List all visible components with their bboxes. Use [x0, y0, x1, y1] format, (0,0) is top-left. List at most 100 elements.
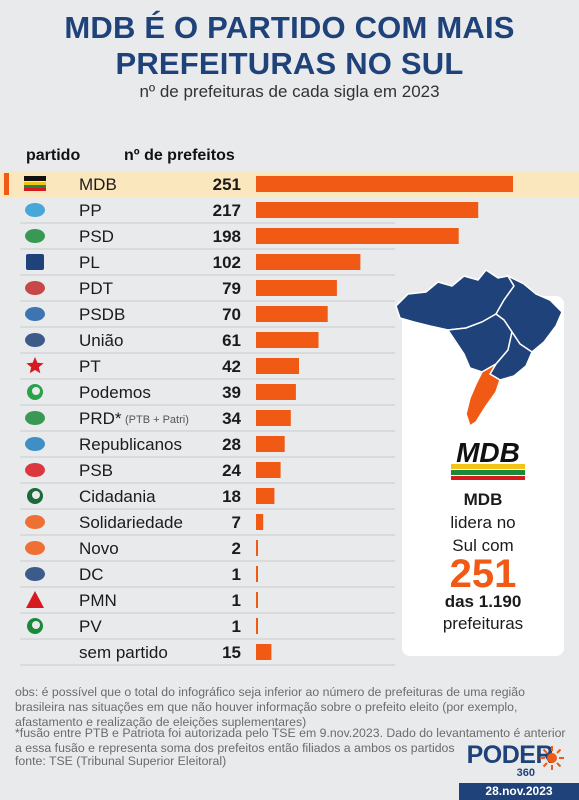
podemos-logo-icon — [27, 384, 43, 400]
highlight-marker — [4, 173, 9, 195]
value-label: 217 — [213, 201, 241, 220]
category-label: PDT — [79, 279, 113, 298]
value-label: 1 — [232, 565, 241, 584]
category-label: PRD* — [79, 409, 122, 428]
category-label: Cidadania — [79, 487, 156, 506]
map-south-region — [465, 361, 501, 428]
novo-logo-icon — [25, 541, 45, 555]
bar — [256, 488, 275, 504]
value-label: 198 — [213, 227, 241, 246]
bar — [256, 384, 296, 400]
chart-row: PSB 24 — [20, 461, 395, 484]
bar — [256, 306, 328, 322]
chart-row: PSD 198 — [20, 227, 459, 250]
chart-row: MDB 251 — [0, 171, 579, 197]
value-label: 1 — [232, 617, 241, 636]
solidariedade-logo-icon — [25, 515, 45, 529]
category-label: PSD — [79, 227, 114, 246]
bar — [256, 254, 361, 270]
chart-row: Republicanos 28 — [20, 435, 395, 458]
value-label: 42 — [222, 357, 241, 376]
dc-logo-icon — [25, 567, 45, 581]
psd-logo-icon — [25, 229, 45, 243]
footnote-observation: obs: é possível que o total do infográfi… — [15, 685, 525, 729]
category-label: União — [79, 331, 123, 350]
bar — [256, 280, 337, 296]
category-label: Novo — [79, 539, 119, 558]
value-label: 251 — [213, 175, 241, 194]
category-label: Republicanos — [79, 435, 182, 454]
category-label: sem partido — [79, 643, 168, 662]
value-label: 39 — [222, 383, 241, 402]
card-party-name: MDB — [463, 490, 503, 509]
value-label: 18 — [222, 487, 241, 506]
bar — [256, 332, 319, 348]
category-label: PL — [79, 253, 100, 272]
bar — [256, 358, 299, 374]
card-text-line1: lidera no — [450, 513, 516, 532]
chart-row: PV 1 — [20, 617, 395, 640]
category-label: PV — [79, 617, 102, 636]
pp-logo-icon — [25, 203, 45, 217]
card-text-line2: Sul com — [452, 536, 514, 555]
bar — [256, 202, 479, 218]
bar — [256, 540, 258, 556]
chart-row: Cidadania 18 — [20, 487, 395, 510]
category-label: Solidariedade — [79, 513, 183, 532]
column-header-mayors: nº de prefeitos — [124, 147, 235, 164]
category-label: PP — [79, 201, 102, 220]
chart-row: sem partido 15 — [20, 643, 395, 666]
category-label: MDB — [79, 175, 117, 194]
value-label: 61 — [222, 331, 241, 350]
title-line-1: MDB É O PARTIDO COM MAIS — [64, 10, 515, 45]
chart-row: PP 217 — [20, 201, 479, 224]
category-label: DC — [79, 565, 104, 584]
bar — [256, 514, 264, 530]
mdb-logo-large: MDB — [451, 437, 525, 480]
card-text-line4: prefeituras — [442, 614, 524, 633]
chart-row: Novo 2 — [20, 539, 395, 562]
value-label: 15 — [222, 643, 241, 662]
bar — [256, 410, 291, 426]
category-label: PMN — [79, 591, 117, 610]
chart-row: PSDB 70 — [20, 305, 395, 328]
psb-logo-icon — [25, 463, 45, 477]
chart-row: PDT 79 — [20, 279, 395, 302]
bar — [256, 228, 459, 244]
card-number: 251 — [449, 552, 517, 596]
svg-text:MDB: MDB — [456, 437, 520, 468]
value-label: 102 — [213, 253, 241, 272]
chart-row: Podemos 39 — [20, 383, 395, 406]
value-label: 34 — [222, 409, 241, 428]
poder360-logo: PODER 360 — [467, 741, 564, 779]
uniao-logo-icon — [25, 333, 45, 347]
chart-row: DC 1 — [20, 565, 395, 588]
chart-row: PMN 1 — [20, 591, 395, 614]
psdb-logo-icon — [25, 307, 45, 321]
bar — [256, 462, 281, 478]
pdt-logo-icon — [25, 281, 45, 295]
footnote-fusion: *fusão entre PTB e Patriota foi autoriza… — [15, 726, 566, 755]
chart-row: Solidariedade 7 — [20, 513, 395, 536]
pv-logo-icon — [27, 618, 43, 634]
value-label: 1 — [232, 591, 241, 610]
subtitle: nº de prefeituras de cada sigla em 2023 — [139, 82, 440, 101]
date-bar: 28.nov.2023 — [459, 783, 579, 800]
title-line-2: PREFEITURAS NO SUL — [115, 46, 464, 81]
card-text-line3: das 1.190 — [444, 592, 522, 611]
value-label: 28 — [222, 435, 241, 454]
bar — [256, 176, 513, 192]
category-label: PSDB — [79, 305, 125, 324]
bar — [256, 436, 285, 452]
cidadania-logo-icon — [27, 488, 43, 504]
value-label: 2 — [232, 539, 241, 558]
bar — [256, 644, 272, 660]
brazil-map — [395, 268, 563, 428]
value-label: 24 — [222, 461, 241, 480]
sun-icon — [539, 746, 564, 770]
value-label: 7 — [232, 513, 241, 532]
value-label: 79 — [222, 279, 241, 298]
column-header-party: partido — [26, 147, 81, 164]
category-label: PT — [79, 357, 101, 376]
